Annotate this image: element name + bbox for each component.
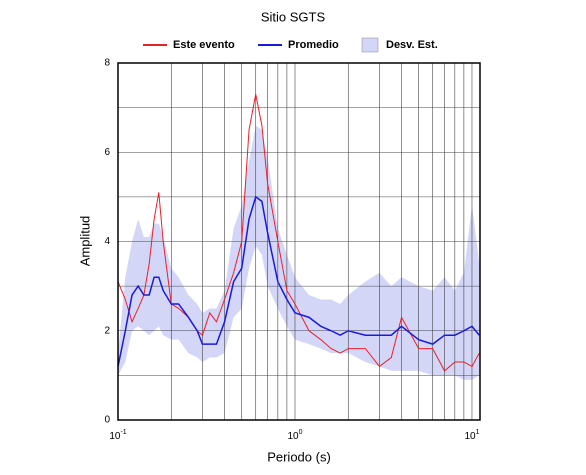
- x-tick-label: 10-1: [109, 429, 126, 442]
- y-tick-label: 2: [104, 325, 110, 336]
- plot-frame: [117, 62, 481, 421]
- legend-label: Desv. Est.: [386, 39, 438, 51]
- chart-title: Sitio SGTS: [261, 9, 326, 24]
- y-tick-label: 0: [104, 415, 110, 426]
- legend-label: Este evento: [173, 39, 235, 51]
- x-tick-base: 10: [287, 431, 299, 442]
- x-tick-exponent: -1: [120, 429, 126, 436]
- y-axis-label: Amplitud: [77, 216, 92, 267]
- series-line: [117, 94, 480, 372]
- x-tick-base: 10: [464, 431, 476, 442]
- legend-swatch: [361, 37, 379, 53]
- x-tick-base: 10: [109, 431, 121, 442]
- y-tick-label: 6: [104, 147, 110, 158]
- legend-label: Promedio: [288, 39, 339, 51]
- x-tick-exponent: 0: [299, 429, 303, 436]
- series-line: [117, 195, 480, 367]
- y-tick-label: 8: [104, 58, 110, 69]
- x-tick-exponent: 1: [476, 429, 480, 436]
- x-axis-label: Periodo (s): [267, 449, 331, 464]
- x-tick-label: 100: [287, 429, 302, 442]
- x-tick-label: 101: [464, 429, 479, 442]
- y-tick-label: 4: [104, 236, 110, 247]
